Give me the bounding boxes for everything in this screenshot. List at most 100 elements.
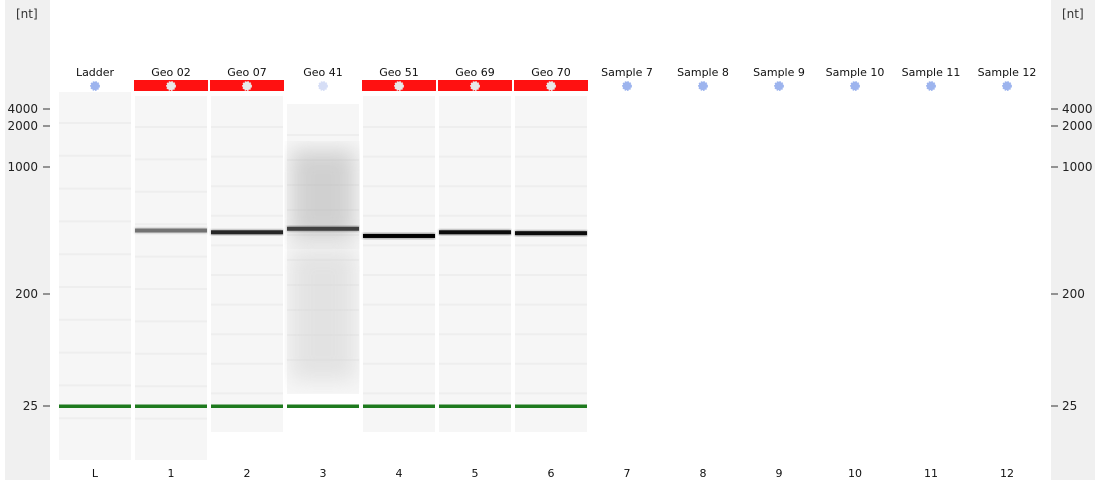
lane-name: Ladder	[76, 66, 115, 79]
sample-band	[211, 230, 283, 235]
lane-faint-stripe	[515, 126, 587, 128]
lane-faint-stripe	[135, 288, 207, 290]
unit-label-left: [nt]	[16, 7, 38, 21]
lane-separator	[512, 80, 514, 462]
lane-faint-stripe	[211, 333, 283, 336]
lane-background	[135, 96, 207, 460]
y-tick-label-right: 2000	[1062, 119, 1093, 133]
lane-status-dot	[698, 81, 708, 91]
lane-faint-stripe	[363, 214, 435, 217]
lane-faint-stripe	[59, 122, 131, 124]
lane-background	[363, 96, 435, 432]
lane-faint-stripe	[59, 286, 131, 288]
lane-status-dot	[850, 81, 860, 91]
lane-faint-stripe	[515, 362, 587, 365]
lane-faint-stripe	[135, 385, 207, 388]
lane-faint-stripe	[211, 303, 283, 306]
lane-faint-stripe	[363, 244, 435, 247]
lane-name: Sample 12	[978, 66, 1037, 79]
lane-name: Sample 7	[601, 66, 653, 79]
lane-faint-stripe	[363, 126, 435, 128]
lane-number: 7	[624, 467, 631, 480]
lane-status-dot	[1002, 81, 1012, 91]
lane-faint-stripe	[439, 362, 511, 365]
lane-status-dot	[242, 81, 252, 91]
marker-band	[211, 404, 283, 408]
lane-faint-stripe	[363, 303, 435, 306]
marker-band	[135, 404, 207, 408]
lane-faint-stripe	[135, 223, 207, 226]
left-axis-panel	[5, 0, 50, 480]
lane-faint-stripe	[439, 126, 511, 128]
lane-name: Sample 11	[902, 66, 961, 79]
lane-faint-stripe	[439, 214, 511, 217]
lane-name: Sample 8	[677, 66, 729, 79]
lane-name: Geo 07	[227, 66, 267, 79]
right-axis-panel	[1051, 0, 1095, 480]
lane-smear-lower	[291, 250, 355, 380]
lane-faint-stripe	[135, 320, 207, 323]
lane-faint-stripe	[211, 214, 283, 217]
lane-status-dot	[926, 81, 936, 91]
lane-faint-stripe	[135, 126, 207, 128]
lane-background	[59, 92, 131, 460]
lane-separator	[436, 80, 438, 462]
lane-faint-stripe	[211, 155, 283, 158]
lane-background	[439, 96, 511, 432]
lane-background	[211, 96, 283, 432]
lane-name: Sample 10	[826, 66, 885, 79]
lane-faint-stripe	[439, 333, 511, 336]
sample-band	[363, 233, 435, 238]
lane-faint-stripe	[515, 274, 587, 276]
marker-band	[363, 404, 435, 408]
lane-faint-stripe	[363, 333, 435, 336]
y-tick-label-left: 1000	[7, 160, 38, 174]
lane-faint-stripe	[439, 244, 511, 247]
lane-faint-stripe	[439, 185, 511, 188]
lane-faint-stripe	[59, 318, 131, 321]
lane-separator	[588, 80, 590, 462]
lane-faint-stripe	[439, 155, 511, 158]
lane-number: 1	[168, 467, 175, 480]
lane-faint-stripe	[59, 220, 131, 223]
lane-faint-stripe	[59, 417, 131, 420]
lane-status-dot	[774, 81, 784, 91]
lane-name: Geo 69	[455, 66, 495, 79]
lane-faint-stripe	[211, 362, 283, 365]
lane-faint-stripe	[135, 158, 207, 161]
lane-faint-stripe	[515, 155, 587, 158]
lane-smear	[291, 150, 355, 240]
y-tick-label-right: 4000	[1062, 102, 1093, 116]
lane-faint-stripe	[515, 392, 587, 395]
lane-faint-stripe	[59, 154, 131, 157]
sample-band	[439, 230, 511, 235]
lane-status-dot	[90, 81, 100, 91]
unit-label-right: [nt]	[1062, 7, 1084, 21]
lane-faint-stripe	[59, 253, 131, 256]
lane-faint-stripe	[439, 392, 511, 395]
lane-name: Sample 9	[753, 66, 805, 79]
lane-number: 2	[244, 467, 251, 480]
lane-faint-stripe	[135, 417, 207, 420]
lane-faint-stripe	[59, 351, 131, 354]
lane-faint-stripe	[363, 362, 435, 365]
lane-faint-stripe	[135, 255, 207, 258]
lane-faint-stripe	[363, 185, 435, 188]
lane-faint-stripe	[59, 187, 131, 190]
lane-separator	[208, 80, 210, 462]
marker-band	[287, 404, 359, 408]
lane-faint-stripe	[515, 214, 587, 217]
y-tick-label-left: 200	[15, 287, 38, 301]
lane-separator	[284, 80, 286, 462]
lane-faint-stripe	[515, 244, 587, 247]
y-tick-label-left: 4000	[7, 102, 38, 116]
y-tick-label-left: 25	[23, 399, 38, 413]
lane-faint-stripe	[439, 274, 511, 276]
sample-band	[287, 226, 359, 231]
lane-faint-stripe	[135, 352, 207, 355]
lane-number: 6	[548, 467, 555, 480]
marker-band	[515, 404, 587, 408]
lane-number: 3	[320, 467, 327, 480]
lane-faint-stripe	[439, 303, 511, 306]
